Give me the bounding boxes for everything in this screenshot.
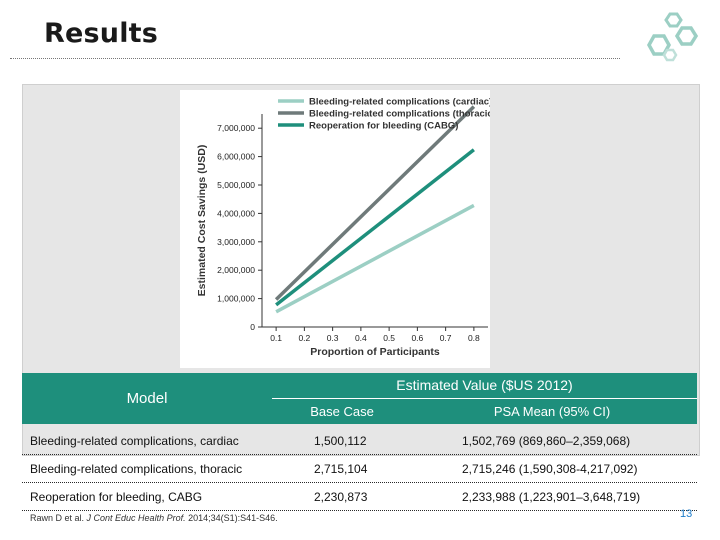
legend-label: Bleeding-related complications (cardiac): [309, 97, 490, 108]
header-base-case: Base Case: [310, 404, 374, 419]
x-tick-label: 0.8: [468, 333, 480, 343]
y-tick-label: 6,000,000: [217, 152, 255, 162]
table-row: Reoperation for bleeding, CABG 2,230,873…: [22, 482, 697, 511]
header-estimated-value: Estimated Value ($US 2012): [396, 377, 573, 393]
table-row: Bleeding-related complications, thoracic…: [22, 454, 697, 483]
x-tick-label: 0.5: [383, 333, 395, 343]
cell-psa-mean: 1,502,769 (869,860–2,359,068): [462, 434, 631, 448]
citation: Rawn D et al. J Cont Educ Health Prof. 2…: [30, 513, 278, 523]
citation-details: 2014;34(S1):S41-S46.: [185, 513, 278, 523]
y-tick-label: 2,000,000: [217, 265, 255, 275]
y-tick-label: 3,000,000: [217, 237, 255, 247]
citation-authors: Rawn D et al.: [30, 513, 87, 523]
cell-model: Bleeding-related complications, cardiac: [30, 434, 239, 448]
series-line-1: [275, 203, 475, 314]
y-tick-label: 4,000,000: [217, 208, 255, 218]
legend-label: Bleeding-related complications (thoracic…: [309, 109, 490, 120]
hexagon-logo-icon: [646, 12, 699, 62]
x-tick-label: 0.2: [298, 333, 310, 343]
x-axis-label: Proportion of Participants: [310, 346, 440, 358]
series-line-2: [274, 105, 476, 301]
chart-area: 0 1,000,000 2,000,000 3,000,000 4,000,000 5,0…: [180, 90, 490, 368]
y-axis-label: Estimated Cost Savings (USD): [196, 145, 208, 297]
cell-psa-mean: 2,715,246 (1,590,308-4,217,092): [462, 462, 638, 476]
x-tick-label: 0.1: [270, 333, 282, 343]
y-tick-label: 1,000,000: [217, 294, 255, 304]
cell-base-case: 2,230,873: [314, 490, 368, 504]
y-tick-label: 5,000,000: [217, 180, 255, 190]
page-number: 13: [680, 508, 693, 520]
table-row: Bleeding-related complications, cardiac …: [22, 426, 697, 455]
header-divider: [272, 398, 697, 399]
cell-base-case: 2,715,104: [314, 462, 368, 476]
x-tick-label: 0.7: [440, 333, 452, 343]
line-chart: 0 1,000,000 2,000,000 3,000,000 4,000,000 5,0…: [196, 97, 490, 359]
x-tick-label: 0.3: [327, 333, 339, 343]
slide-title: Results: [44, 18, 159, 49]
header-model: Model: [126, 390, 168, 407]
header-psa-mean: PSA Mean (95% CI): [493, 404, 611, 419]
citation-journal: J Cont Educ Health Prof.: [86, 513, 186, 523]
y-tick-label: 7,000,000: [217, 123, 255, 133]
cell-model: Bleeding-related complications, thoracic: [30, 462, 243, 476]
cell-model: Reoperation for bleeding, CABG: [30, 490, 203, 504]
series-line-3: [275, 148, 475, 307]
x-tick-label: 0.4: [355, 333, 367, 343]
title-divider: [10, 58, 620, 59]
cell-psa-mean: 2,233,988 (1,223,901–3,648,719): [462, 490, 641, 504]
cell-base-case: 1,500,112: [314, 434, 367, 448]
x-tick-label: 0.6: [411, 333, 423, 343]
y-tick-label: 0: [250, 322, 255, 332]
legend-label: Reoperation for bleeding (CABG): [309, 121, 458, 132]
